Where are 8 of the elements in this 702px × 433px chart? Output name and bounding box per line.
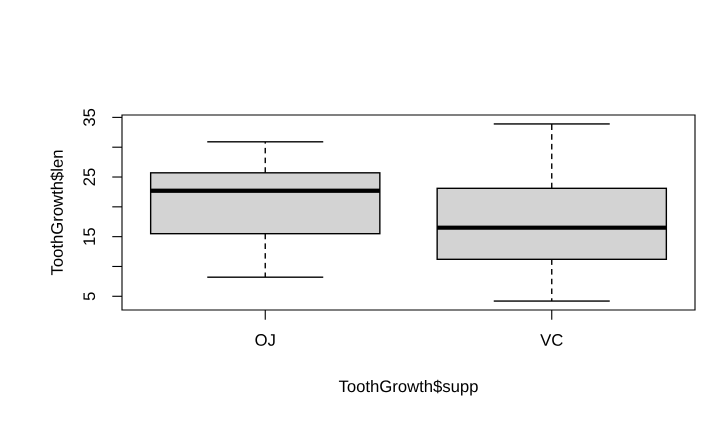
y-tick-label: 35 [83, 108, 96, 126]
y-tick-label: 25 [83, 168, 96, 186]
x-tick-label: VC [540, 334, 563, 346]
x-axis-title: ToothGrowth$supp [338, 380, 478, 396]
y-axis-title: ToothGrowth$len [50, 150, 64, 276]
y-tick-label: 15 [83, 228, 96, 245]
y-tick-label: 5 [83, 292, 96, 300]
x-tick-label: OJ [255, 334, 275, 346]
